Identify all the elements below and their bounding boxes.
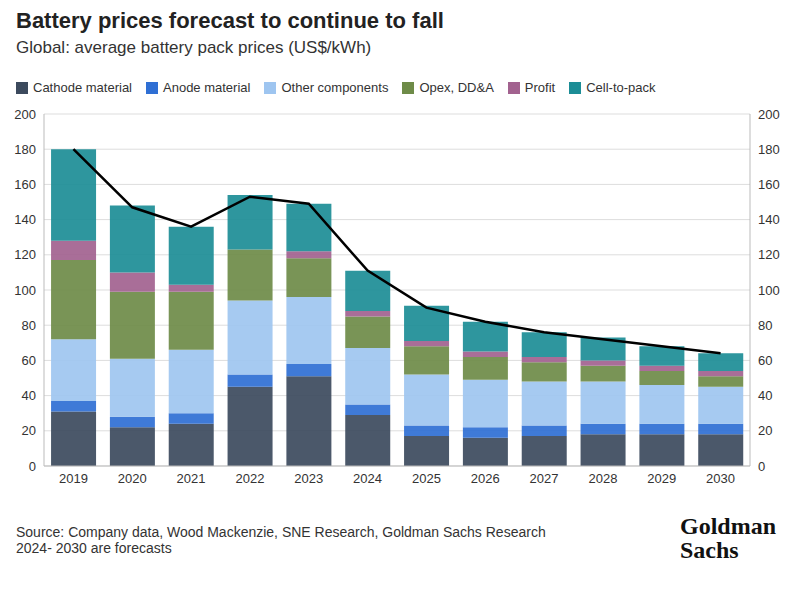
svg-text:180: 180 <box>14 142 36 157</box>
svg-text:200: 200 <box>14 107 36 122</box>
svg-text:0: 0 <box>29 459 36 474</box>
svg-text:120: 120 <box>14 247 36 262</box>
svg-text:40: 40 <box>758 388 772 403</box>
svg-text:20: 20 <box>22 423 36 438</box>
html-text:Anode material: Anode material <box>163 80 251 95</box>
html-text:Battery prices forecast to con: Battery prices forecast to continue to f… <box>16 8 444 33</box>
svg-text:2022: 2022 <box>235 471 264 486</box>
html-text:Opex, DD&A: Opex, DD&A <box>419 80 494 95</box>
svg-text:20: 20 <box>758 423 772 438</box>
svg-text:60: 60 <box>758 353 772 368</box>
svg-text:2021: 2021 <box>177 471 206 486</box>
svg-text:120: 120 <box>758 247 780 262</box>
html-text:Profit: Profit <box>524 80 556 95</box>
svg-text:160: 160 <box>14 177 36 192</box>
svg-text:2026: 2026 <box>471 471 500 486</box>
html-text:Source: Company data, Wood Mac: Source: Company data, Wood Mackenzie, SN… <box>16 524 546 540</box>
svg-text:100: 100 <box>758 283 780 298</box>
svg-text:2029: 2029 <box>647 471 676 486</box>
svg-text:140: 140 <box>758 212 780 227</box>
svg-text:2023: 2023 <box>294 471 323 486</box>
svg-text:2025: 2025 <box>412 471 441 486</box>
svg-text:180: 180 <box>758 142 780 157</box>
svg-text:200: 200 <box>758 107 780 122</box>
svg-text:80: 80 <box>22 318 36 333</box>
svg-text:2027: 2027 <box>530 471 559 486</box>
svg-text:100: 100 <box>14 283 36 298</box>
svg-text:60: 60 <box>22 353 36 368</box>
svg-text:2028: 2028 <box>588 471 617 486</box>
svg-text:0: 0 <box>758 459 765 474</box>
html-text:Sachs: Sachs <box>680 537 739 563</box>
html-text:Cathode material: Cathode material <box>33 80 132 95</box>
svg-text:140: 140 <box>14 212 36 227</box>
svg-text:80: 80 <box>758 318 772 333</box>
svg-text:2019: 2019 <box>59 471 88 486</box>
html-text:Cell-to-pack: Cell-to-pack <box>586 80 656 95</box>
html-text:Other components: Other components <box>281 80 389 95</box>
html-text:Goldman: Goldman <box>680 513 776 539</box>
svg-text:40: 40 <box>22 388 36 403</box>
svg-text:2020: 2020 <box>118 471 147 486</box>
svg-text:2024: 2024 <box>353 471 382 486</box>
html-text:2024- 2030 are forecasts: 2024- 2030 are forecasts <box>16 540 172 556</box>
html-text:Global: average battery pack p: Global: average battery pack prices (US$… <box>16 38 372 57</box>
svg-text:2030: 2030 <box>706 471 735 486</box>
svg-text:160: 160 <box>758 177 780 192</box>
